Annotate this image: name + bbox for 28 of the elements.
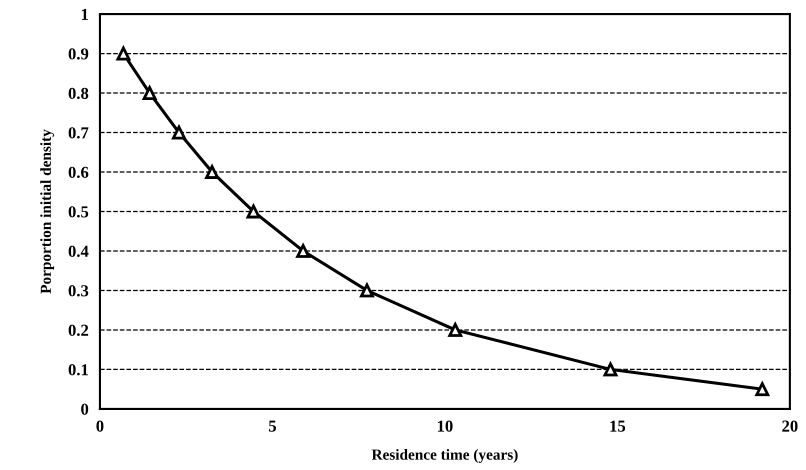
- point: [448, 322, 462, 337]
- y-tick-label: 0.9: [68, 48, 88, 60]
- x-axis-title: Residence time (years): [372, 449, 518, 463]
- point: [205, 165, 220, 179]
- point: [296, 244, 310, 258]
- y-tick-label: 0.1: [68, 364, 88, 376]
- point: [142, 86, 157, 100]
- point: [116, 46, 130, 61]
- y-tick-label: 0.8: [68, 88, 88, 100]
- y-tick-label: 0.2: [68, 324, 88, 336]
- point: [172, 126, 186, 140]
- point: [604, 362, 618, 376]
- y-tick-label: 0: [81, 404, 88, 415]
- y-tick-label: 0.6: [68, 166, 88, 178]
- y-tick-label: 0.5: [68, 206, 88, 218]
- x-tick-label: 15: [610, 420, 626, 432]
- x-tick-label: 5: [268, 420, 276, 432]
- x-tick-label: 20: [782, 420, 798, 432]
- point: [360, 284, 374, 298]
- x-tick-label: 10: [438, 420, 453, 432]
- y-tick-label: 0.4: [68, 246, 89, 257]
- point: [246, 204, 260, 218]
- y-tick-label: 0.3: [68, 285, 88, 296]
- y-tick-label: 1: [82, 8, 88, 20]
- x-tick-label: 0: [96, 420, 104, 432]
- y-tick-label: 0.7: [68, 127, 88, 139]
- point: [755, 382, 770, 396]
- y-axis-title: Porportion initial density: [40, 129, 54, 294]
